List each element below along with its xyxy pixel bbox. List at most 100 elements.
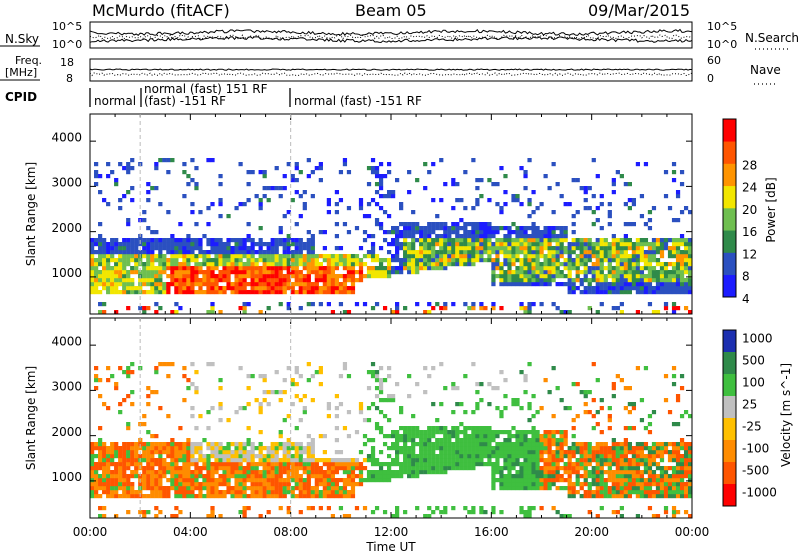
velocity-cell [362, 418, 368, 423]
velocity-cell [374, 426, 380, 431]
velocity-cell [651, 490, 657, 495]
power-cell [583, 190, 588, 195]
velocity-cell [206, 470, 211, 475]
power-cell [314, 266, 319, 271]
velocity-cell [378, 478, 384, 483]
power-cell [302, 282, 307, 287]
power-cell [407, 262, 412, 267]
velocity-cell [278, 442, 283, 447]
velocity-cell [354, 466, 360, 471]
power-cell [202, 290, 207, 295]
velocity-cell [531, 458, 536, 463]
velocity-cell [186, 462, 191, 467]
power-cell [270, 270, 275, 275]
velocity-cell [174, 454, 179, 459]
velocity-cell [234, 442, 239, 447]
velocity-cell [491, 466, 496, 471]
power-cell [407, 266, 412, 271]
power-cell [403, 222, 408, 227]
velocity-cell [475, 450, 480, 455]
velocity-cell [290, 458, 295, 463]
power-cell [527, 158, 532, 163]
power-cell [515, 238, 520, 243]
power-cell [463, 258, 468, 263]
velocity-cell [471, 458, 476, 463]
power-cell [523, 266, 528, 271]
power-cell [419, 230, 424, 235]
power-cell [567, 286, 572, 291]
power-cell [310, 250, 315, 255]
power-cell [587, 246, 592, 251]
power-cell [210, 266, 215, 271]
power-cell [106, 258, 111, 263]
velocity-cell [515, 470, 520, 475]
power-cell [511, 230, 516, 235]
velocity-cell [206, 494, 211, 499]
velocity-cell [683, 466, 689, 471]
velocity-cell [258, 482, 263, 487]
power-cell [210, 306, 215, 311]
power-cell [599, 274, 604, 279]
power-cell [146, 266, 151, 271]
velocity-cell [459, 446, 464, 451]
power-cell [651, 278, 657, 283]
power-cell [206, 242, 211, 247]
power-cell [222, 246, 227, 251]
power-cell [234, 242, 239, 247]
velocity-cell [238, 466, 243, 471]
power-cell [675, 218, 681, 223]
velocity-cell [523, 466, 528, 471]
power-cell [102, 266, 107, 271]
power-cell [627, 282, 632, 287]
power-cell [306, 278, 311, 283]
velocity-cell [675, 482, 681, 487]
velocity-cell [154, 450, 159, 455]
power-cell [403, 242, 408, 247]
velocity-cell [386, 478, 392, 483]
velocity-cell [627, 490, 632, 495]
power-cell [539, 282, 544, 287]
power-cell [555, 182, 560, 187]
velocity-cell [655, 442, 661, 447]
power-cell [503, 282, 508, 287]
velocity-cell [338, 478, 344, 483]
velocity-cell [491, 482, 496, 487]
velocity-cell [515, 462, 520, 467]
power-cell [258, 278, 263, 283]
power-cell [675, 262, 681, 267]
velocity-cell [114, 490, 119, 495]
power-cell [158, 274, 163, 279]
velocity-cell [547, 442, 552, 447]
velocity-cell [523, 486, 528, 491]
velocity-cell [218, 478, 223, 483]
power-cell [342, 286, 348, 291]
velocity-cell [419, 470, 424, 475]
velocity-cell [322, 458, 327, 463]
velocity-cell [158, 478, 163, 483]
velocity-cell [603, 490, 608, 495]
power-cell [435, 238, 440, 243]
power-cell [110, 278, 115, 283]
velocity-cell [579, 446, 584, 451]
velocity-cell [282, 446, 287, 451]
power-cell [395, 306, 400, 311]
power-cell [675, 190, 681, 195]
power-cell [503, 278, 508, 283]
velocity-cell [294, 470, 299, 475]
velocity-cell [150, 454, 155, 459]
velocity-cell [142, 474, 147, 479]
velocity-cell [366, 438, 372, 443]
power-cell [374, 266, 380, 271]
velocity-cell [246, 466, 251, 471]
power-colorbar-swatch [723, 230, 736, 253]
velocity-cell [579, 442, 584, 447]
velocity-cell [651, 442, 657, 447]
power-cell [427, 170, 432, 175]
power-cell [146, 274, 151, 279]
power-cell [330, 266, 336, 271]
velocity-cell [226, 478, 231, 483]
power-cell [631, 202, 637, 207]
power-cell [130, 186, 135, 191]
velocity-cell [475, 406, 480, 411]
velocity-cell [555, 438, 560, 443]
